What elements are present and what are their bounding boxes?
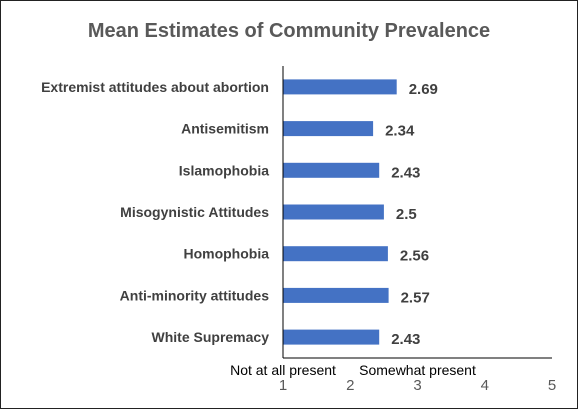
- axis-annotation: Somewhat present: [359, 362, 476, 378]
- bar: [283, 121, 374, 137]
- x-tick-label: 3: [413, 377, 421, 394]
- x-tick-labels: 1 2 3 4 5: [279, 377, 556, 394]
- bar: [283, 329, 380, 345]
- bar: [283, 287, 389, 303]
- x-tick-label: 1: [279, 377, 287, 394]
- category-label: Homophobia: [183, 246, 269, 262]
- value-label: 2.34: [385, 123, 415, 140]
- category-label: Misogynistic Attitudes: [120, 204, 269, 220]
- axes: [282, 66, 552, 359]
- category-label: Extremist attitudes about abortion: [41, 79, 269, 95]
- value-label: 2.5: [396, 206, 417, 223]
- value-labels: 2.69 2.34 2.43 2.5 2.56 2.57 2.43: [385, 81, 438, 348]
- category-label: White Supremacy: [152, 329, 270, 345]
- value-label: 2.43: [391, 331, 420, 348]
- bar: [283, 162, 380, 178]
- x-tick-label: 5: [548, 377, 556, 394]
- value-label: 2.56: [400, 248, 429, 265]
- category-labels: Extremist attitudes about abortion Antise…: [41, 79, 269, 345]
- value-label: 2.43: [391, 164, 420, 181]
- category-label: Antisemitism: [181, 121, 269, 137]
- chart-title: Mean Estimates of Community Prevalence: [88, 20, 490, 42]
- x-tick-label: 4: [481, 377, 489, 394]
- bar: [283, 79, 397, 95]
- axis-annotation: Not at all present: [230, 362, 336, 378]
- x-tick-label: 2: [346, 377, 354, 394]
- category-label: Islamophobia: [179, 162, 269, 178]
- bars-group: [283, 79, 397, 345]
- axis-annotations: Not at all present Somewhat present: [230, 362, 476, 378]
- category-label: Anti-minority attitudes: [120, 287, 270, 303]
- value-label: 2.57: [401, 289, 430, 306]
- bar: [283, 246, 388, 262]
- value-label: 2.69: [409, 81, 438, 98]
- bar: [283, 204, 384, 220]
